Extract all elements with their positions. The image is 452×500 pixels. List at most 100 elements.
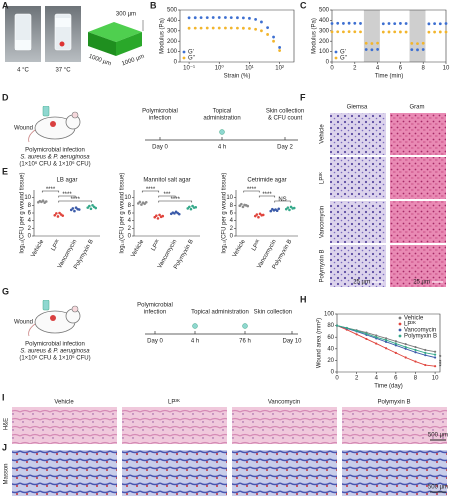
masson-image	[12, 450, 117, 496]
significance-bracket	[258, 195, 276, 198]
data-point	[155, 214, 158, 217]
data-point	[384, 340, 388, 343]
legend-label: G''	[340, 56, 347, 62]
legend-label: G''	[188, 56, 195, 62]
step-label: Topical administration	[191, 310, 249, 316]
data-point	[224, 26, 227, 30]
y-tick-label: 0	[326, 60, 330, 66]
data-point	[269, 209, 273, 213]
y-tick-label: 0	[230, 234, 234, 240]
dimension-label: 300 µm	[116, 12, 136, 18]
data-point	[217, 16, 221, 19]
x-tick-label: 10²	[275, 66, 284, 72]
data-point	[277, 207, 281, 211]
data-point	[359, 22, 362, 25]
step-label: Skin collection	[266, 109, 304, 115]
step-label: administration	[203, 116, 240, 122]
data-point	[427, 22, 431, 26]
y-tick-label: 500	[167, 8, 178, 14]
data-point	[88, 204, 91, 208]
data-point	[261, 213, 265, 217]
panel-letter: H	[300, 294, 307, 304]
giemsa-image	[330, 157, 386, 199]
panel-letter: C	[300, 0, 307, 10]
data-point	[353, 21, 357, 25]
data-point	[355, 329, 358, 332]
vial-liquid	[15, 40, 31, 50]
data-point	[424, 351, 427, 354]
y-tick-label: 60	[327, 335, 334, 341]
data-point	[205, 16, 209, 19]
data-point	[353, 30, 357, 34]
data-point	[73, 209, 76, 213]
y-tick-label: 100	[167, 49, 178, 55]
data-point	[410, 48, 414, 52]
he-image	[232, 407, 337, 444]
data-point	[188, 205, 191, 209]
data-point	[355, 333, 358, 336]
data-point	[205, 26, 209, 30]
panel-letter: E	[2, 166, 8, 176]
he-image	[342, 407, 447, 444]
data-point	[342, 30, 345, 34]
data-point	[257, 215, 260, 219]
y-tick-label: 4	[128, 218, 132, 224]
temperature-label: 4 °C	[17, 68, 29, 74]
data-point	[266, 26, 269, 30]
dose-label: (1×10⁶ CFU & 1×10⁶ CFU)	[19, 355, 90, 362]
step-label: & CFU count	[268, 116, 303, 122]
data-point	[433, 22, 436, 26]
x-axis-label: Time (day)	[374, 384, 402, 390]
data-point	[414, 348, 417, 352]
significance-label: ***	[163, 192, 171, 198]
y-tick-label: 4	[28, 218, 32, 224]
significance-label: ****	[62, 192, 72, 198]
data-point	[365, 332, 368, 335]
data-point	[375, 342, 378, 345]
row-label: Vancomycin	[320, 206, 326, 238]
vial-gel	[55, 18, 71, 27]
stain-label: H&E	[4, 418, 10, 430]
infection-label: Polymicrobial infection	[25, 148, 85, 154]
row-label: Polymyxin B	[320, 249, 326, 282]
y-tick-label: 8	[230, 203, 234, 209]
y-axis-label: Modulus (Pa)	[160, 18, 166, 54]
step-label: Polymicrobial	[137, 303, 173, 309]
data-point	[187, 16, 191, 20]
data-point	[416, 48, 419, 52]
giemsa-image	[330, 113, 386, 155]
time-label: Day 2	[277, 145, 293, 151]
data-point	[255, 213, 259, 216]
scaffold-right	[116, 32, 142, 56]
data-point	[375, 336, 378, 339]
x-tick-label: 10	[432, 376, 439, 382]
data-point	[404, 22, 408, 25]
panel-letter: F	[300, 92, 306, 102]
vial-cap	[59, 41, 65, 47]
data-point	[158, 213, 161, 217]
giemsa-image	[330, 201, 386, 243]
panel-letter: I	[2, 392, 5, 402]
group-label: Vancomycin	[268, 400, 300, 406]
panel-letter: J	[2, 442, 7, 452]
data-point	[272, 39, 275, 43]
significance-label: ****	[46, 187, 56, 193]
data-point	[427, 30, 431, 34]
data-point	[224, 16, 227, 19]
x-tick-label: 6	[399, 66, 403, 72]
x-tick-label: 10⁻¹	[183, 66, 195, 72]
legend-label: Vehicle	[404, 316, 424, 322]
data-point	[187, 26, 191, 30]
row-label: Vehicle	[320, 124, 326, 144]
y-tick-label: 8	[128, 203, 132, 209]
data-point	[56, 215, 60, 218]
dose-label: (1×10⁶ CFU & 1×10⁶ CFU)	[19, 161, 90, 168]
data-point	[211, 26, 215, 30]
dropper-icon	[219, 129, 225, 135]
y-tick-label: 400	[319, 18, 330, 24]
significance-bracket	[158, 200, 193, 203]
data-point	[44, 200, 48, 203]
legend-marker	[334, 50, 338, 54]
significance-label: ****	[71, 197, 81, 203]
y-axis-label: log₁₀(CFU per g wound tissue)	[222, 173, 228, 254]
